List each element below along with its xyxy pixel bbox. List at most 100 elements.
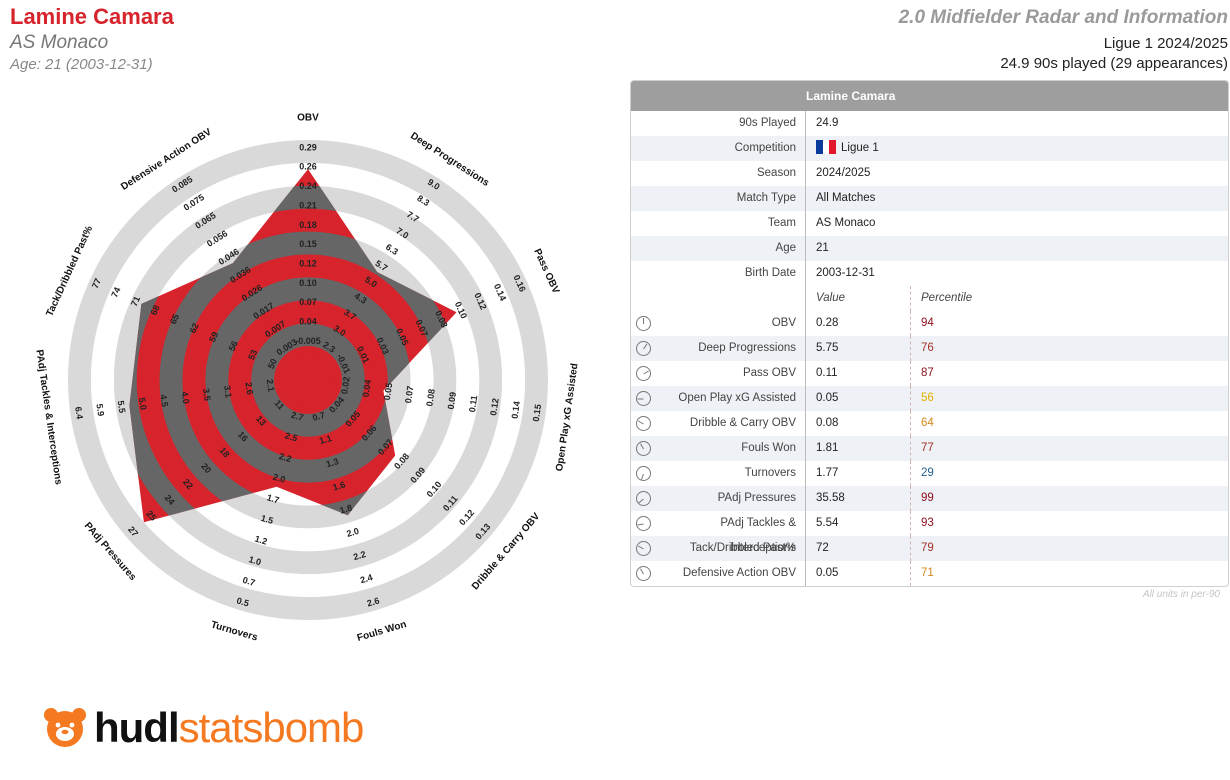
gauge-icon xyxy=(635,466,651,481)
gauge-icon-cell xyxy=(631,511,655,536)
gauge-icon-cell xyxy=(631,461,655,486)
metric-label: Pass OBV xyxy=(655,361,806,386)
metric-percentile: 93 xyxy=(921,517,934,529)
metric-value: 0.05 xyxy=(806,386,911,411)
metric-label: Dribble & Carry OBV xyxy=(655,411,806,436)
metric-percentile: 79 xyxy=(921,542,934,554)
gauge-icon-cell xyxy=(631,486,655,511)
metric-label: Tack/Dribbled Past% xyxy=(655,536,806,561)
axis-tick-label: 2.4 xyxy=(359,572,374,585)
axis-label: Open Play xG Assisted xyxy=(554,362,580,472)
axis-tick-label: 0.05 xyxy=(382,382,394,401)
gauge-icon xyxy=(635,316,651,331)
gauge-icon xyxy=(635,516,651,531)
info-row: Season 2024/2025 xyxy=(631,161,1228,186)
axis-tick-label: 0.29 xyxy=(299,142,317,152)
gauge-icon-cell xyxy=(631,386,655,411)
metric-label: Turnovers xyxy=(655,461,806,486)
axis-tick-label: 0.04 xyxy=(299,317,317,327)
axis-tick-label: 0.26 xyxy=(299,162,317,172)
axis-tick-label: 0.14 xyxy=(510,401,522,420)
axis-tick-label: 5.9 xyxy=(94,403,106,417)
percentile-column-header: Percentile xyxy=(921,292,973,304)
metric-label: Open Play xG Assisted xyxy=(655,386,806,411)
report-title: 2.0 Midfielder Radar and Information xyxy=(898,7,1228,28)
metric-row: PAdj Pressures 35.58 99 xyxy=(631,486,1228,511)
value-column-header: Value xyxy=(806,286,911,311)
axis-tick-label: 0.10 xyxy=(299,278,317,288)
axis-tick-label: 0.09 xyxy=(446,391,458,410)
metric-value: 5.75 xyxy=(806,336,911,361)
info-table: Lamine Camara 90s Played 24.9 Competition L… xyxy=(630,80,1229,587)
metric-value: 0.05 xyxy=(806,561,911,586)
gauge-icon xyxy=(635,366,651,381)
league-season: Ligue 1 2024/2025 xyxy=(1103,35,1228,52)
info-value: All Matches xyxy=(816,192,876,204)
axis-tick-label: 1.3 xyxy=(325,456,340,469)
axis-tick-label: 1.2 xyxy=(254,534,269,547)
gauge-icon xyxy=(635,441,651,456)
axis-tick-label: 5.0 xyxy=(137,397,149,411)
axis-tick-label: 1.8 xyxy=(338,503,353,516)
axis-tick-label: 0.12 xyxy=(299,258,317,268)
player-name: Lamine Camara xyxy=(10,4,174,29)
axis-tick-label: 0.15 xyxy=(531,403,543,422)
axis-tick-label: 74 xyxy=(109,286,122,299)
gauge-icon-cell xyxy=(631,361,655,386)
metric-percentile: 99 xyxy=(921,492,934,504)
axis-tick-label: 2.2 xyxy=(278,451,293,464)
axis-tick-label: 0.24 xyxy=(299,181,317,191)
info-value-cell: 24.9 xyxy=(806,111,911,136)
info-value-cell: 2024/2025 xyxy=(806,161,911,186)
axis-tick-label: 27 xyxy=(126,524,140,538)
table-header-title: Lamine Camara xyxy=(806,89,896,103)
axis-tick-label: 5.5 xyxy=(116,400,128,414)
radar-area-band xyxy=(129,185,457,523)
metric-value: 72 xyxy=(806,536,911,561)
gauge-icon-cell xyxy=(631,336,655,361)
metric-percentile: 76 xyxy=(921,342,934,354)
metric-label: OBV xyxy=(655,311,806,336)
gauge-icon xyxy=(635,566,651,581)
axis-tick-label: 1.7 xyxy=(266,492,281,505)
gauge-icon-cell xyxy=(631,436,655,461)
axis-tick-label: 0.18 xyxy=(299,220,317,230)
gauge-icon xyxy=(635,391,651,406)
axis-tick-label: 1.6 xyxy=(332,479,347,492)
metric-label: PAdj Tackles & Interceptions xyxy=(655,511,806,554)
axis-tick-label: 68 xyxy=(148,303,161,316)
metric-value: 5.54 xyxy=(806,511,911,536)
axis-tick-label: 62 xyxy=(188,321,201,334)
gauge-icon xyxy=(635,491,651,506)
metric-row: Dribble & Carry OBV 0.08 64 xyxy=(631,411,1228,436)
info-row: Competition Ligue 1 xyxy=(631,136,1228,161)
axis-tick-label: 59 xyxy=(207,330,220,343)
info-row: Team AS Monaco xyxy=(631,211,1228,236)
axis-tick-label: 2.6 xyxy=(366,595,381,608)
axis-tick-label: 20 xyxy=(199,461,213,475)
metric-value: 0.11 xyxy=(806,361,911,386)
axis-tick-label: 1.0 xyxy=(248,554,263,567)
metric-percentile: 77 xyxy=(921,442,934,454)
axis-tick-label: 2.7 xyxy=(290,410,305,423)
metric-row: PAdj Tackles & Interceptions 5.54 93 xyxy=(631,511,1228,554)
info-value: AS Monaco xyxy=(816,217,876,229)
metric-row: Turnovers 1.77 29 xyxy=(631,461,1228,486)
info-label: Age xyxy=(631,236,806,261)
club-name: AS Monaco xyxy=(10,32,109,53)
radar-ring xyxy=(67,139,549,621)
axis-label: Pass OBV xyxy=(531,247,561,295)
info-value-cell: 2003-12-31 xyxy=(806,261,911,286)
metric-value: 1.81 xyxy=(806,436,911,461)
axis-label: Fouls Won xyxy=(356,619,408,644)
played-line: 24.9 90s played (29 appearances) xyxy=(1000,55,1228,72)
metric-value: 0.28 xyxy=(806,311,911,336)
axis-tick-label: 3.5 xyxy=(201,388,213,402)
axis-label: Turnovers xyxy=(209,619,259,643)
axis-tick-label: 2.0 xyxy=(345,526,360,539)
axis-tick-label: 71 xyxy=(129,295,142,308)
metric-value: 35.58 xyxy=(806,486,911,511)
metrics-header-row: Value Percentile xyxy=(631,286,1228,311)
metric-value: 0.08 xyxy=(806,411,911,436)
info-label: Competition xyxy=(631,136,806,161)
